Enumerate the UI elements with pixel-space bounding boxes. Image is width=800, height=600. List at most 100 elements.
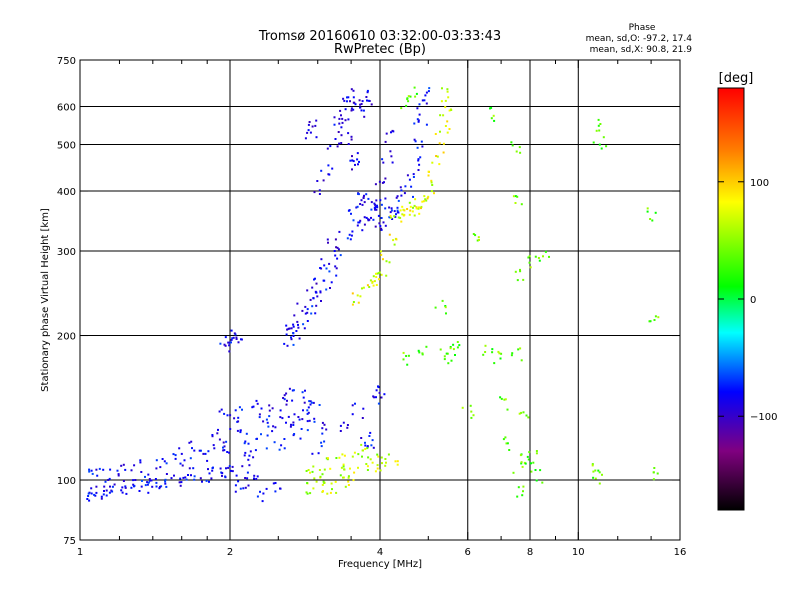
data-point <box>304 137 307 140</box>
data-point <box>327 241 329 244</box>
data-point <box>421 200 424 203</box>
data-point <box>375 396 377 399</box>
data-point <box>514 202 517 204</box>
data-point <box>211 434 214 436</box>
data-point <box>346 100 348 103</box>
data-point <box>255 478 258 480</box>
data-point <box>591 464 594 467</box>
data-point <box>234 484 237 487</box>
data-point <box>354 103 357 106</box>
data-point <box>384 458 387 460</box>
data-point <box>534 255 537 258</box>
data-point <box>539 469 542 472</box>
data-point <box>339 424 342 427</box>
data-point <box>266 434 269 437</box>
data-point <box>326 238 329 241</box>
data-point <box>199 477 202 480</box>
data-point <box>444 106 447 109</box>
data-point <box>300 428 303 430</box>
data-point <box>321 473 324 476</box>
data-point <box>458 344 461 347</box>
data-point <box>389 214 392 217</box>
data-point <box>341 117 344 120</box>
data-point <box>321 432 324 435</box>
data-point <box>358 160 360 163</box>
data-point <box>307 411 310 414</box>
data-point <box>406 98 409 101</box>
stats-o-mode: mean, sd,O: -97.2, 17.4 <box>586 34 693 44</box>
data-point <box>415 207 418 210</box>
data-point <box>521 494 524 497</box>
data-point <box>412 173 415 176</box>
data-point <box>237 416 240 419</box>
data-point <box>522 411 525 414</box>
data-point <box>599 123 602 125</box>
data-point <box>493 362 496 365</box>
x-tick-label: 8 <box>527 547 533 558</box>
data-point <box>288 327 291 330</box>
data-point <box>222 449 225 452</box>
data-point <box>358 221 361 224</box>
data-point <box>592 141 595 144</box>
data-point <box>397 199 400 202</box>
data-point <box>296 302 299 305</box>
data-point <box>425 199 428 202</box>
data-point <box>315 136 318 139</box>
data-point <box>446 352 449 355</box>
data-point <box>285 392 288 395</box>
data-point <box>441 299 444 302</box>
data-point <box>323 440 326 443</box>
data-point <box>228 350 231 353</box>
data-point <box>598 482 601 485</box>
data-point <box>510 354 513 357</box>
data-point <box>109 468 112 471</box>
data-point <box>307 469 310 471</box>
data-point <box>505 442 508 445</box>
data-point <box>402 351 405 354</box>
data-point <box>342 476 344 479</box>
data-point <box>373 202 376 205</box>
data-point <box>472 233 475 235</box>
data-point <box>325 428 328 431</box>
data-point <box>234 333 237 336</box>
data-point <box>404 185 407 188</box>
data-point <box>165 473 168 475</box>
data-point <box>306 308 309 311</box>
data-point <box>499 396 502 399</box>
data-point <box>597 118 600 121</box>
data-point <box>442 114 445 117</box>
data-point <box>519 151 522 154</box>
data-point <box>193 475 196 478</box>
data-point <box>132 479 135 482</box>
colorbar-label: [deg] <box>719 71 754 86</box>
data-point <box>234 409 237 412</box>
data-point <box>231 470 234 473</box>
data-point <box>366 447 369 450</box>
data-point <box>405 104 408 107</box>
data-point <box>527 458 530 461</box>
data-point <box>352 89 355 92</box>
data-point <box>350 234 353 237</box>
data-point <box>520 411 523 414</box>
data-point <box>417 119 420 122</box>
data-point <box>653 319 656 321</box>
data-point <box>393 243 396 246</box>
data-point <box>489 107 491 110</box>
data-point <box>188 441 191 444</box>
data-point <box>268 404 271 407</box>
data-point <box>125 492 128 495</box>
data-point <box>356 152 359 155</box>
data-point <box>224 336 227 339</box>
data-point <box>339 474 342 477</box>
data-point <box>423 195 426 198</box>
data-point <box>93 493 96 496</box>
data-point <box>424 198 427 201</box>
data-point <box>351 292 354 295</box>
data-point <box>396 463 399 466</box>
data-point <box>286 344 289 347</box>
data-point <box>388 206 391 209</box>
data-point <box>260 433 262 436</box>
data-point <box>86 498 89 500</box>
data-point <box>384 224 387 227</box>
data-point <box>309 298 312 301</box>
